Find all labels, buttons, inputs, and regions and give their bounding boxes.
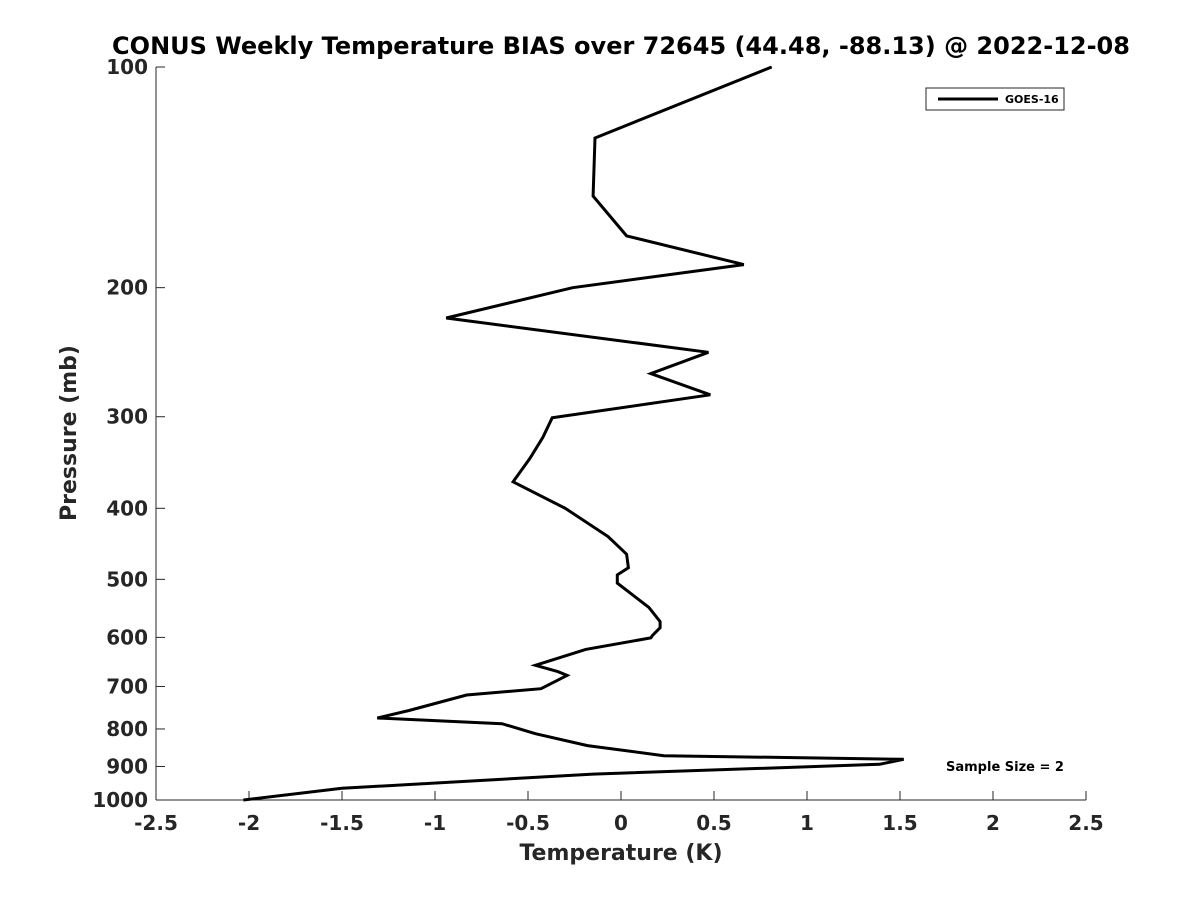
legend: GOES-16: [925, 87, 1065, 111]
series-point: [709, 393, 712, 396]
series-point: [551, 416, 554, 419]
x-tick-label: -2: [238, 811, 260, 835]
series-point: [592, 773, 595, 776]
series-point: [627, 566, 630, 569]
series-point: [770, 66, 773, 69]
x-tick-label: 0.5: [696, 811, 731, 835]
series-point: [649, 372, 652, 375]
series-point: [625, 234, 628, 237]
series-point: [616, 573, 619, 576]
y-tick-label: 800: [106, 717, 148, 741]
x-axis-label: Temperature (K): [519, 841, 722, 866]
series-point: [607, 535, 610, 538]
series-point: [625, 553, 628, 556]
series-point: [566, 674, 569, 677]
series-point: [564, 507, 567, 510]
series-point: [408, 709, 411, 712]
series-point: [540, 687, 543, 690]
series-point: [647, 606, 650, 609]
series-point: [512, 480, 515, 483]
series-point: [659, 626, 662, 629]
x-tick-label: 2: [986, 811, 1000, 835]
series-point: [341, 787, 344, 790]
series-point: [541, 436, 544, 439]
series-point: [534, 664, 537, 667]
x-tick-label: 2.5: [1068, 811, 1103, 835]
x-tick-label: -1: [424, 811, 446, 835]
y-tick-label: 700: [106, 674, 148, 698]
series-point: [534, 732, 537, 735]
series-point: [571, 286, 574, 289]
legend-label-goes-16: GOES-16: [1005, 93, 1059, 106]
series-point: [556, 670, 559, 673]
y-tick-label: 500: [106, 567, 148, 591]
x-tick-label: -0.5: [506, 811, 550, 835]
y-tick-label: 1000: [92, 788, 148, 812]
series-point: [651, 634, 654, 637]
y-tick-label: 400: [106, 496, 148, 520]
series-point: [528, 457, 531, 460]
series-point: [586, 744, 589, 747]
y-tick-label: 900: [106, 754, 148, 778]
y-axis-label: Pressure (mb): [57, 345, 82, 521]
y-tick-label: 300: [106, 405, 148, 429]
y-tick-label: 600: [106, 625, 148, 649]
series-point: [594, 137, 597, 140]
series-point: [445, 317, 448, 320]
series-point: [465, 694, 468, 697]
series-line-goes-16: [243, 65, 905, 802]
y-tick-label: 100: [106, 55, 148, 79]
series-point: [662, 754, 665, 757]
x-tick-label: 0: [614, 811, 628, 835]
y-tick-label: 200: [106, 276, 148, 300]
series-point: [376, 717, 379, 720]
series-point: [242, 799, 245, 802]
series-point: [501, 722, 504, 725]
x-tick-label: 1: [800, 811, 814, 835]
sample-size-annotation: Sample Size = 2: [946, 760, 1064, 775]
x-tick-label: 1.5: [882, 811, 917, 835]
series-point: [649, 636, 652, 639]
y-ticks: 100 200 300 400 500 600 700 800 900 1000: [92, 55, 165, 812]
x-ticks: -2.5 -2 -1.5 -1 -0.5 0 0.5 1 1.5 2 2.5: [134, 791, 1104, 835]
series-point: [584, 648, 587, 651]
x-tick-label: -2.5: [134, 811, 178, 835]
series-point: [659, 620, 662, 623]
series-point: [616, 582, 619, 585]
chart-title: CONUS Weekly Temperature BIAS over 72645…: [112, 32, 1130, 60]
series-point: [592, 195, 595, 198]
series-layer: [242, 65, 905, 802]
series-point: [742, 263, 745, 266]
series-point: [707, 351, 710, 354]
plot-area: -2.5 -2 -1.5 -1 -0.5 0 0.5 1 1.5 2 2.5 100 200 300 40…: [92, 55, 1103, 835]
series-point: [902, 758, 905, 761]
series-point: [878, 763, 881, 766]
x-tick-label: -1.5: [320, 811, 364, 835]
